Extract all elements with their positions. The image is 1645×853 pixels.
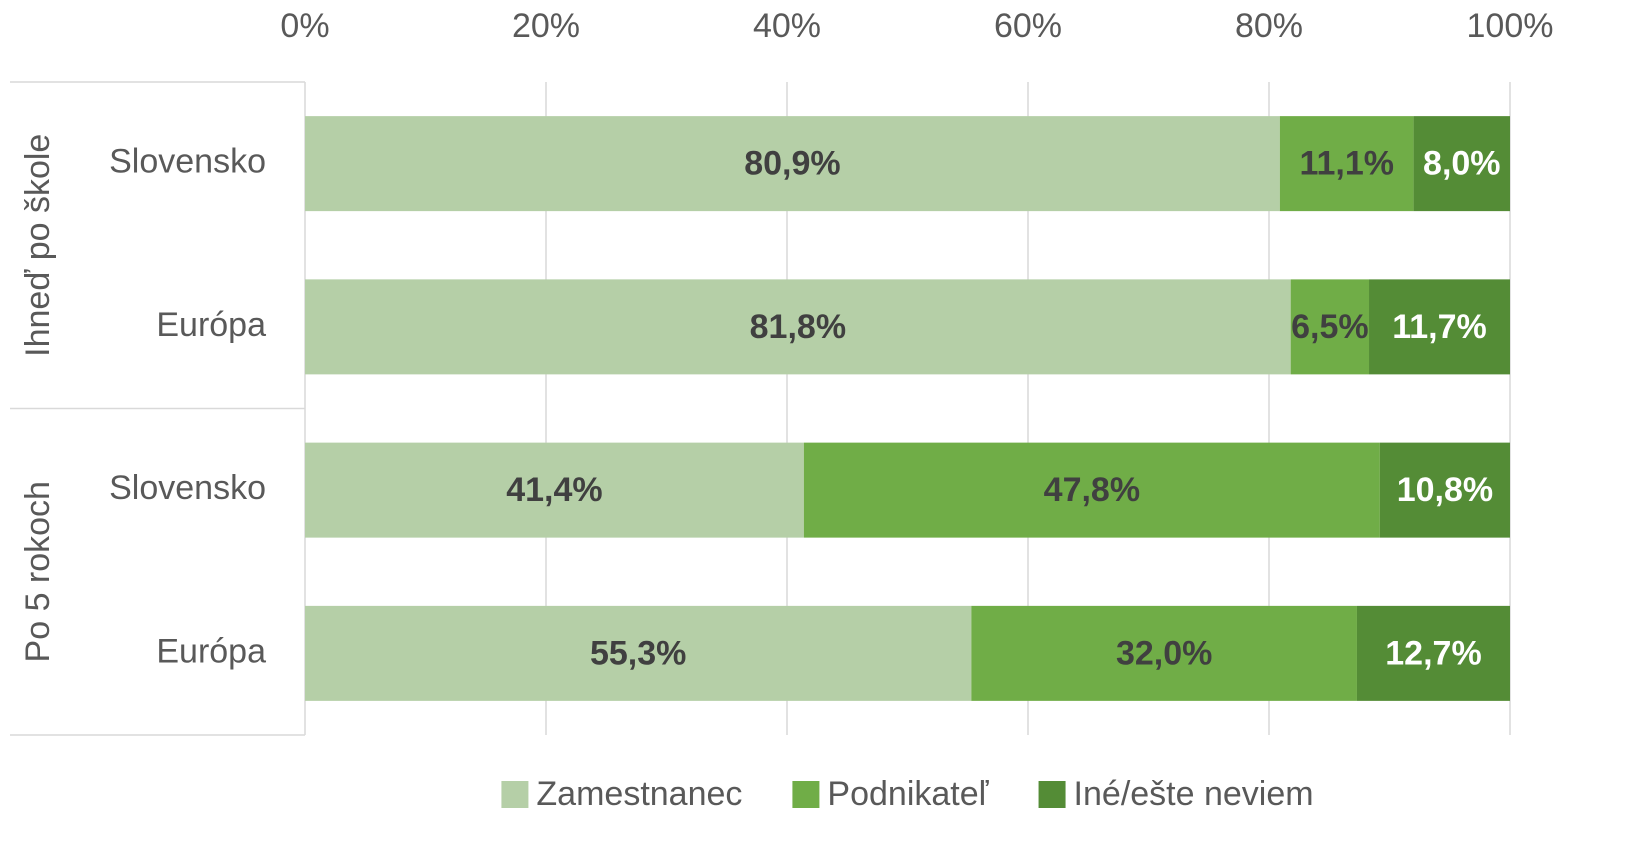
x-tick-label: 20% bbox=[512, 7, 580, 45]
legend-label: Podnikateľ bbox=[827, 775, 989, 813]
bar-segment bbox=[305, 442, 804, 538]
data-label: 10,8% bbox=[1397, 471, 1493, 509]
x-tick-label: 80% bbox=[1235, 7, 1303, 45]
x-tick-label: 60% bbox=[994, 7, 1062, 45]
data-label: 55,3% bbox=[590, 634, 686, 672]
data-label: 12,7% bbox=[1385, 634, 1481, 672]
legend-swatch bbox=[501, 781, 529, 808]
category-label: Slovensko bbox=[109, 143, 266, 181]
data-label: 41,4% bbox=[506, 471, 602, 509]
category-label: Slovensko bbox=[109, 469, 266, 507]
data-label: 32,0% bbox=[1116, 634, 1212, 672]
category-label: Európa bbox=[156, 306, 266, 344]
bar-segment bbox=[305, 605, 972, 701]
bar-segment bbox=[1356, 605, 1510, 701]
x-tick-label: 40% bbox=[753, 7, 821, 45]
legend-swatch bbox=[1038, 781, 1066, 808]
bar-segment bbox=[305, 116, 1280, 212]
bar-segment bbox=[305, 279, 1291, 375]
group-label: Po 5 rokoch bbox=[19, 481, 57, 662]
category-label: Európa bbox=[156, 632, 266, 670]
data-label: 80,9% bbox=[744, 145, 840, 183]
group-label: Ihneď po škole bbox=[19, 134, 57, 357]
data-label: 8,0% bbox=[1423, 145, 1501, 183]
bar-segment bbox=[971, 605, 1357, 701]
legend-label: Iné/ešte neviem bbox=[1074, 775, 1314, 813]
legend: Zamestnanec Podnikateľ Iné/ešte neviem bbox=[501, 775, 1314, 813]
bar-segment bbox=[1290, 279, 1370, 375]
bar-segment bbox=[1379, 442, 1510, 538]
bar-segment bbox=[1279, 116, 1414, 212]
x-tick-label: 0% bbox=[280, 7, 329, 45]
legend-label: Zamestnanec bbox=[536, 775, 742, 813]
data-label: 6,5% bbox=[1291, 308, 1369, 346]
data-label: 11,1% bbox=[1299, 145, 1394, 183]
data-label: 81,8% bbox=[750, 308, 846, 346]
data-label: 11,7% bbox=[1392, 308, 1487, 346]
bar-segment bbox=[1413, 116, 1510, 212]
bar-segment bbox=[803, 442, 1380, 538]
legend-swatch bbox=[792, 781, 820, 808]
bar-segment bbox=[1369, 279, 1510, 375]
x-tick-label: 100% bbox=[1467, 7, 1554, 45]
data-label: 47,8% bbox=[1044, 471, 1140, 509]
